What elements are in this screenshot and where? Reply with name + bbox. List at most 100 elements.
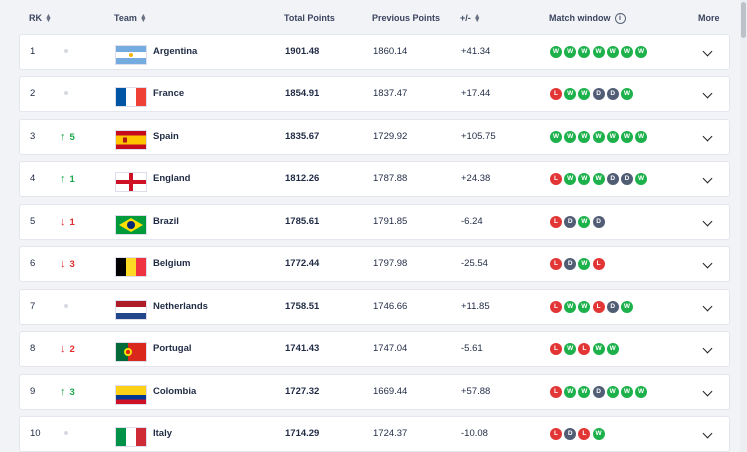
result-badge[interactable]: W (635, 131, 648, 143)
scrollbar-thumb[interactable] (741, 2, 746, 38)
result-badge[interactable]: W (606, 46, 619, 58)
result-badge[interactable]: W (620, 88, 633, 100)
result-badge[interactable]: D (592, 216, 605, 228)
result-badge[interactable]: W (620, 386, 633, 398)
result-badge[interactable]: L (592, 258, 605, 270)
result-badge[interactable]: L (550, 301, 562, 313)
diff-header[interactable]: +/- ▲ ▼ (460, 12, 481, 24)
result-badge[interactable]: W (564, 301, 577, 313)
result-badge[interactable]: D (606, 88, 619, 100)
result-badge[interactable]: W (564, 131, 577, 143)
team-name[interactable]: Spain (153, 131, 179, 142)
result-badge[interactable]: W (578, 216, 591, 228)
expand-row-button[interactable] (702, 77, 713, 111)
result-badge[interactable]: W (620, 46, 633, 58)
result-badge[interactable]: W (635, 46, 648, 58)
result-badge[interactable]: L (550, 428, 562, 440)
result-badge[interactable]: W (635, 386, 648, 398)
result-badge[interactable]: W (620, 301, 633, 313)
scrollbar[interactable] (740, 0, 747, 452)
expand-row-button[interactable] (702, 120, 713, 154)
table-row[interactable]: 3 ↑ 5 Spain 1835.67 1729.92 +105.75 W W W W W W W (19, 119, 730, 155)
result-badge[interactable]: W (578, 173, 591, 185)
result-badge[interactable]: W (592, 131, 605, 143)
team-name[interactable]: Netherlands (153, 301, 208, 312)
table-row[interactable]: 9 ↑ 3 Colombia 1727.32 1669.44 +57.88 L W W D W W W (19, 374, 730, 410)
result-badge[interactable]: L (578, 428, 591, 440)
result-badge[interactable]: D (564, 216, 577, 228)
result-badge[interactable]: W (620, 131, 633, 143)
result-badge[interactable]: W (592, 428, 605, 440)
result-badge[interactable]: W (635, 173, 648, 185)
result-badge[interactable]: W (564, 88, 577, 100)
team-name[interactable]: Brazil (153, 216, 179, 227)
table-row[interactable]: 7 Netherlands 1758.51 1746.66 +11.85 L W W L D W (19, 289, 730, 325)
result-badge[interactable]: L (550, 258, 562, 270)
result-badge[interactable]: W (578, 131, 591, 143)
team-name[interactable]: Italy (153, 428, 173, 439)
table-row[interactable]: 6 ↓ 3 Belgium 1772.44 1797.98 -25.54 L D W L (19, 246, 730, 282)
points-diff: -10.08 (461, 428, 488, 439)
sort-icon[interactable]: ▲ ▼ (473, 12, 481, 24)
expand-row-button[interactable] (702, 162, 713, 196)
result-badge[interactable]: D (606, 301, 619, 313)
table-row[interactable]: 8 ↓ 2 Portugal 1741.43 1747.04 -5.61 L W L W W (19, 331, 730, 367)
team-name[interactable]: Portugal (153, 343, 192, 354)
expand-row-button[interactable] (702, 290, 713, 324)
result-badge[interactable]: W (606, 343, 619, 355)
team-name[interactable]: Argentina (153, 46, 198, 57)
team-name[interactable]: Belgium (153, 258, 191, 269)
result-badge[interactable]: W (606, 131, 619, 143)
result-badge[interactable]: D (606, 173, 619, 185)
result-badge[interactable]: W (592, 343, 605, 355)
result-badge[interactable]: W (550, 46, 562, 58)
result-badge[interactable]: L (550, 88, 562, 100)
result-badge[interactable]: W (550, 131, 562, 143)
team-name[interactable]: England (153, 173, 191, 184)
rank-header[interactable]: RK ▲ ▼ (29, 12, 52, 24)
result-badge[interactable]: W (578, 301, 591, 313)
sort-icon[interactable]: ▲ ▼ (45, 12, 52, 24)
result-badge[interactable]: D (564, 258, 577, 270)
result-badge[interactable]: W (564, 173, 577, 185)
team-name[interactable]: France (153, 88, 185, 99)
result-badge[interactable]: W (592, 173, 605, 185)
table-row[interactable]: 1 Argentina 1901.48 1860.14 +41.34 W W W W W W W (19, 34, 730, 70)
table-row[interactable]: 4 ↑ 1 England 1812.26 1787.88 +24.38 L W W W D D W (19, 161, 730, 197)
result-badge[interactable]: W (578, 386, 591, 398)
result-badge[interactable]: W (606, 386, 619, 398)
table-row[interactable]: 10 Italy 1714.29 1724.37 -10.08 L D L W (19, 416, 730, 452)
result-badge[interactable]: L (592, 301, 605, 313)
table-row[interactable]: 5 ↓ 1 Brazil 1785.61 1791.85 -6.24 L D W D (19, 204, 730, 240)
team-header[interactable]: Team ▲ ▼ (114, 12, 147, 24)
expand-row-button[interactable] (702, 205, 713, 239)
result-badge[interactable]: W (592, 46, 605, 58)
expand-row-button[interactable] (702, 247, 713, 281)
team-name[interactable]: Colombia (153, 386, 197, 397)
expand-row-button[interactable] (702, 375, 713, 409)
result-badge[interactable]: W (564, 46, 577, 58)
info-icon[interactable]: i (614, 13, 626, 25)
result-badge[interactable]: L (550, 386, 562, 398)
table-row[interactable]: 2 France 1854.91 1837.47 +17.44 L W W D D W (19, 76, 730, 112)
result-badge[interactable]: W (578, 88, 591, 100)
expand-row-button[interactable] (702, 417, 713, 451)
total-points-header: Total Points (284, 13, 335, 23)
result-badge[interactable]: W (564, 343, 577, 355)
expand-row-button[interactable] (702, 332, 713, 366)
expand-row-button[interactable] (702, 35, 713, 69)
result-badge[interactable]: D (564, 428, 577, 440)
result-badge[interactable]: W (578, 46, 591, 58)
result-badge[interactable]: L (550, 343, 562, 355)
result-badge[interactable]: D (620, 173, 633, 185)
result-badge[interactable]: L (578, 343, 591, 355)
result-badge[interactable]: W (578, 258, 591, 270)
result-badge[interactable]: W (564, 386, 577, 398)
sort-icon[interactable]: ▲ ▼ (139, 12, 147, 24)
result-badge[interactable]: D (592, 386, 605, 398)
result-badge[interactable]: L (550, 173, 562, 185)
result-badge[interactable]: D (592, 88, 605, 100)
result-badge[interactable]: L (550, 216, 562, 228)
